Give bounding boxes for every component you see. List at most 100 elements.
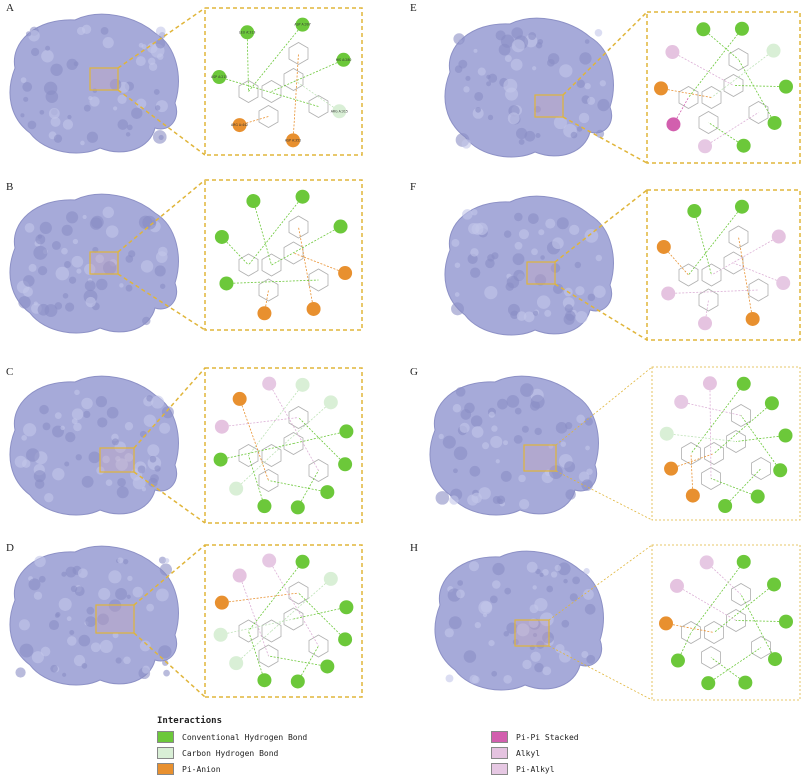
- callout-line: [548, 544, 653, 621]
- residue: [778, 79, 793, 94]
- callout-line: [117, 179, 206, 253]
- residue: [776, 276, 791, 291]
- interaction-line: [268, 560, 319, 647]
- residue: [659, 426, 674, 441]
- residue-node: [212, 70, 227, 85]
- residue: [701, 676, 716, 691]
- residue: [659, 616, 674, 631]
- residue-node: [219, 276, 234, 291]
- residue-node: [771, 229, 786, 244]
- callout-line: [133, 367, 206, 449]
- residue: [257, 499, 272, 514]
- residue: [767, 115, 782, 130]
- residue-node: [768, 652, 783, 667]
- residue: ASP A:352: [285, 133, 301, 148]
- residue: ARG A:442: [231, 118, 248, 133]
- ligand-structure: [238, 42, 329, 128]
- residue-node: [665, 45, 680, 60]
- binding-site-box: [99, 447, 135, 473]
- residue-node: [701, 676, 716, 691]
- residue: [736, 554, 751, 569]
- residue: [246, 194, 261, 209]
- legend-swatch: [491, 763, 508, 775]
- residue-node: [214, 419, 229, 434]
- interaction-line: [293, 79, 340, 112]
- interaction-line: [690, 561, 745, 633]
- residue: [745, 311, 760, 326]
- residue: [214, 419, 229, 434]
- residue: [295, 189, 310, 204]
- callout-line: [562, 116, 648, 164]
- interaction-line: [246, 32, 249, 92]
- residue-node: [674, 394, 689, 409]
- residue: ARG A:315: [331, 104, 348, 119]
- residue-node: [745, 311, 760, 326]
- residue-node: [734, 199, 749, 214]
- panel-a: ASP A:307 HIS A:280 ARG A:315 ASP A:352 ARG …: [9, 7, 363, 156]
- residue: [661, 286, 676, 301]
- binding-site-box: [534, 94, 564, 118]
- residue-node: [240, 25, 255, 40]
- residue: [339, 424, 354, 439]
- interaction-line: [248, 384, 303, 456]
- residue-node: [659, 426, 674, 441]
- residue: [338, 266, 353, 281]
- residue: [674, 394, 689, 409]
- residue-node: [232, 391, 247, 406]
- interaction-line: [710, 657, 746, 683]
- interaction-line: [248, 24, 303, 92]
- interaction-diagram-box: [646, 189, 801, 341]
- interaction-line: [740, 594, 776, 660]
- interaction-line: [668, 289, 759, 294]
- interaction-line: [268, 655, 328, 667]
- residue: [665, 45, 680, 60]
- panel-f: [444, 189, 801, 341]
- residue-node: [295, 17, 310, 32]
- panel-c: [9, 367, 363, 524]
- residue-label: ARG A:315: [331, 109, 348, 113]
- residue: [213, 627, 228, 642]
- residue: [290, 500, 305, 515]
- callout-line: [133, 471, 206, 524]
- protein-surface: [434, 550, 604, 691]
- residue: [213, 452, 228, 467]
- residue: [214, 595, 229, 610]
- interaction-line: [676, 585, 737, 621]
- residue-label: ASP A:307: [294, 23, 310, 27]
- residue-node: [320, 659, 335, 674]
- residue: [778, 614, 793, 629]
- residue-node: [696, 22, 711, 37]
- residue: [339, 600, 354, 615]
- residue: [654, 81, 669, 96]
- interaction-line: [690, 383, 745, 454]
- residue-node: [232, 568, 247, 583]
- residue-node: [661, 286, 676, 301]
- legend-swatch: [157, 747, 174, 759]
- residue-node: [736, 376, 751, 391]
- interaction-line: [738, 59, 775, 124]
- residue: [768, 652, 783, 667]
- residue-node: [333, 219, 348, 234]
- residue: [702, 376, 717, 391]
- residue: [666, 117, 681, 132]
- legend-label: Pi-Anion: [182, 764, 221, 774]
- residue-node: [698, 316, 713, 331]
- residue-node: [257, 673, 272, 688]
- residue-node: [750, 489, 765, 504]
- residue: [698, 139, 713, 154]
- interaction-line: [690, 453, 694, 496]
- ligand-structure: [238, 406, 329, 492]
- interaction-diagram-box: [204, 7, 363, 156]
- residue: [685, 488, 700, 503]
- binding-site-box: [95, 604, 135, 634]
- residue: [670, 653, 685, 668]
- residue: [771, 229, 786, 244]
- residue-node: [687, 204, 702, 219]
- residue-node: [290, 674, 305, 689]
- residue-node: [262, 553, 277, 568]
- interaction-line: [297, 470, 319, 508]
- interaction-line: [235, 455, 272, 489]
- residue: [698, 316, 713, 331]
- protein-surface: [9, 375, 179, 516]
- residue-node: [699, 555, 714, 570]
